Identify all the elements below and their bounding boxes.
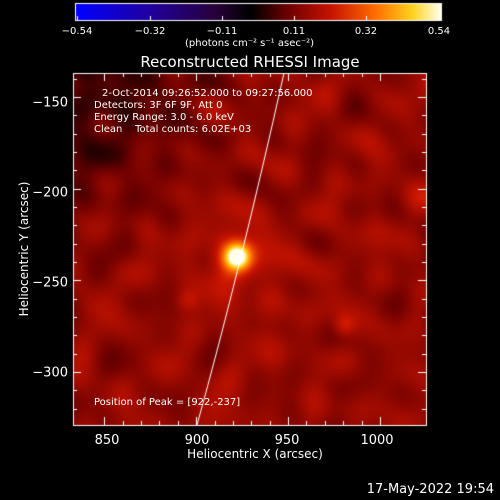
peak-position-label: Position of Peak = [922,-237] [94,397,241,408]
y-tick: −200 [32,185,68,201]
colorbar-tick: −0.54 [61,26,93,37]
x-tick: 900 [184,433,210,448]
x-axis-label: Heliocentric X (arcsec) [187,447,323,461]
colorbar-tick: −0.32 [134,26,166,37]
x-tick: 950 [274,433,300,448]
colorbar-tick: −0.11 [206,26,238,37]
colorbar-tick: 0.32 [354,26,378,37]
colorbar-tick: 0.11 [282,26,306,37]
colorbar-tick: 0.54 [427,26,451,37]
info-energy-range: Energy Range: 3.0 - 6.0 keV [94,112,234,123]
observation-info: 2-Oct-2014 09:26:52.000 to 09:27:56.000 … [94,88,313,136]
y-tick: −250 [32,275,68,291]
plot-title: Reconstructed RHESSI Image [140,53,360,71]
y-axis-label: Heliocentric Y (arcsec) [17,181,31,317]
y-tick-labels: −150 −200 −250 −300 [20,0,68,500]
info-detectors: Detectors: 3F 6F 9F, Att 0 [94,100,223,111]
y-tick: −150 [32,95,68,111]
timestamp: 17-May-2022 19:54 [366,482,494,497]
x-tick: 1000 [360,433,394,448]
info-time-range: 2-Oct-2014 09:26:52.000 to 09:27:56.000 [102,88,313,99]
info-counts: Clean Total counts: 6.02E+03 [94,124,252,135]
colorbar-units: (photons cm⁻² s⁻¹ asec⁻²) [185,38,315,49]
x-tick: 850 [94,433,120,448]
y-tick: −300 [32,365,68,381]
